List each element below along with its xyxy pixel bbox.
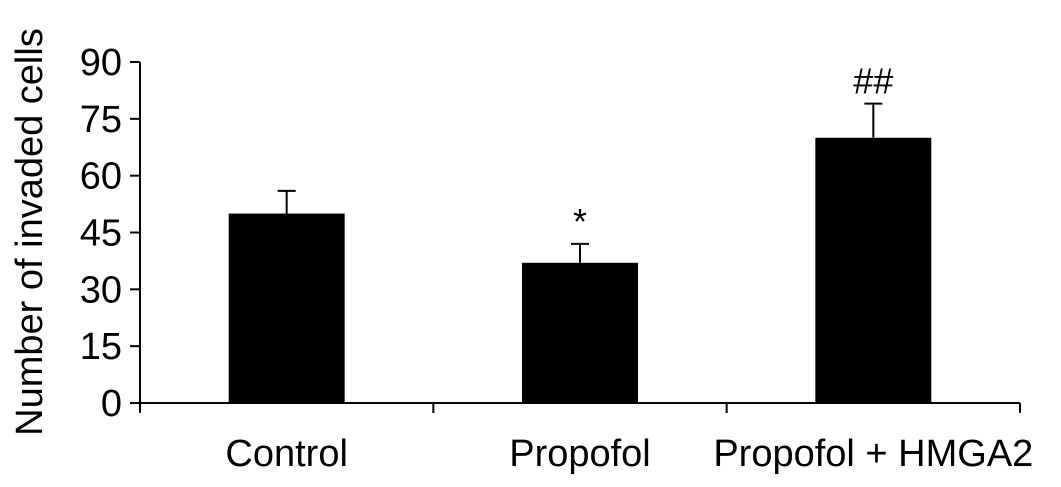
x-category-label: Control (225, 433, 348, 475)
x-category-label: Propofol + HMGA2 (713, 433, 1033, 475)
y-tick-label: 0 (101, 383, 122, 425)
y-axis-title-group: Number of invaded cells (9, 28, 51, 436)
bar-propofol-hmga2 (815, 137, 932, 403)
y-tick-label: 75 (80, 99, 122, 141)
y-tick-label: 60 (80, 156, 122, 198)
y-axis: 0 15 30 45 60 75 90 (80, 42, 141, 425)
x-category-label: Propofol (509, 433, 651, 475)
y-tick-label: 30 (80, 269, 122, 311)
y-tick-label: 45 (80, 213, 122, 255)
significance-marker: * (573, 201, 587, 242)
significance-annotations: * ## (573, 61, 893, 242)
category-labels: Control Propofol Propofol + HMGA2 (225, 433, 1033, 475)
y-axis-title: Number of invaded cells (9, 28, 51, 436)
bar-control (228, 213, 345, 403)
y-tick-label: 90 (80, 42, 122, 84)
bars (228, 137, 932, 403)
x-axis (139, 402, 1021, 413)
error-bars (277, 102, 883, 263)
y-tick-label: 15 (80, 326, 122, 368)
significance-marker: ## (853, 61, 893, 102)
bar-propofol (522, 262, 638, 403)
